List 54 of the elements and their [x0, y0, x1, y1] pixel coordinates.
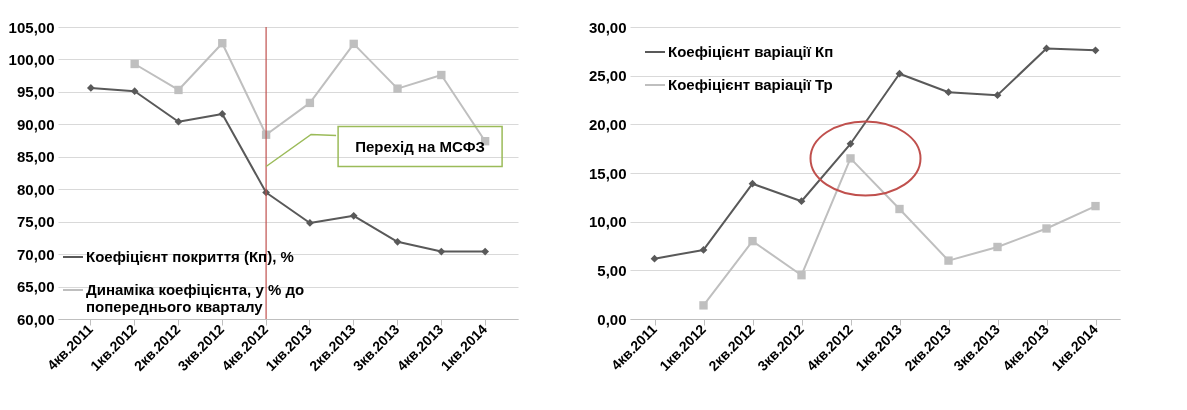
point	[895, 69, 904, 78]
point	[699, 246, 708, 254]
point	[174, 85, 183, 95]
point	[748, 179, 757, 188]
point	[846, 139, 855, 148]
point	[993, 242, 1002, 252]
y-tick-label: 100,00	[8, 50, 55, 68]
point	[1042, 224, 1051, 233]
point	[895, 204, 904, 214]
point	[481, 247, 490, 256]
y-tick-label: 25,00	[588, 67, 627, 85]
legend-label: Коефіцієнт покриття (Кп), %	[86, 248, 294, 265]
point	[130, 87, 139, 96]
annotation: Перехід на МСФЗ	[355, 137, 485, 155]
y-tick-label: 70,00	[16, 245, 55, 263]
y-tick-label: 75,00	[16, 213, 55, 231]
point	[437, 247, 446, 256]
point	[944, 256, 953, 265]
point	[306, 219, 314, 227]
point	[437, 70, 446, 80]
point	[305, 98, 315, 108]
point	[797, 271, 806, 280]
point	[650, 254, 659, 263]
point	[349, 39, 358, 49]
point	[993, 91, 1002, 100]
point	[1091, 46, 1100, 55]
y-tick-label: 30,00	[588, 18, 627, 36]
y-tick-label: 65,00	[16, 278, 55, 296]
y-tick-label: 10,00	[588, 213, 627, 231]
point	[174, 117, 183, 126]
point	[86, 84, 95, 92]
point	[699, 301, 708, 310]
point	[748, 236, 757, 246]
point	[218, 39, 227, 48]
legend-label: Коефіцієнт варіації Тр	[668, 76, 833, 93]
point	[846, 154, 855, 163]
point	[218, 110, 227, 118]
point	[797, 197, 806, 206]
point	[944, 88, 953, 97]
y-tick-label: 20,00	[588, 115, 627, 133]
y-tick-label: 90,00	[16, 115, 55, 133]
y-tick-label: 80,00	[16, 180, 55, 198]
point	[393, 84, 402, 93]
y-tick-label: 85,00	[16, 148, 55, 166]
point	[349, 211, 358, 220]
y-tick-label: 95,00	[16, 83, 55, 101]
y-tick-label: 15,00	[588, 164, 627, 182]
legend-label: Коефіцієнт варіації Кп	[668, 43, 834, 60]
point	[393, 237, 402, 246]
legend-label: Динаміка коефіцієнта, у % до попереднього кварталу	[86, 281, 305, 315]
y-tick-label: 105,00	[8, 18, 55, 36]
point	[130, 59, 139, 69]
point	[1091, 201, 1100, 211]
y-tick-label: 5,00	[597, 261, 627, 279]
